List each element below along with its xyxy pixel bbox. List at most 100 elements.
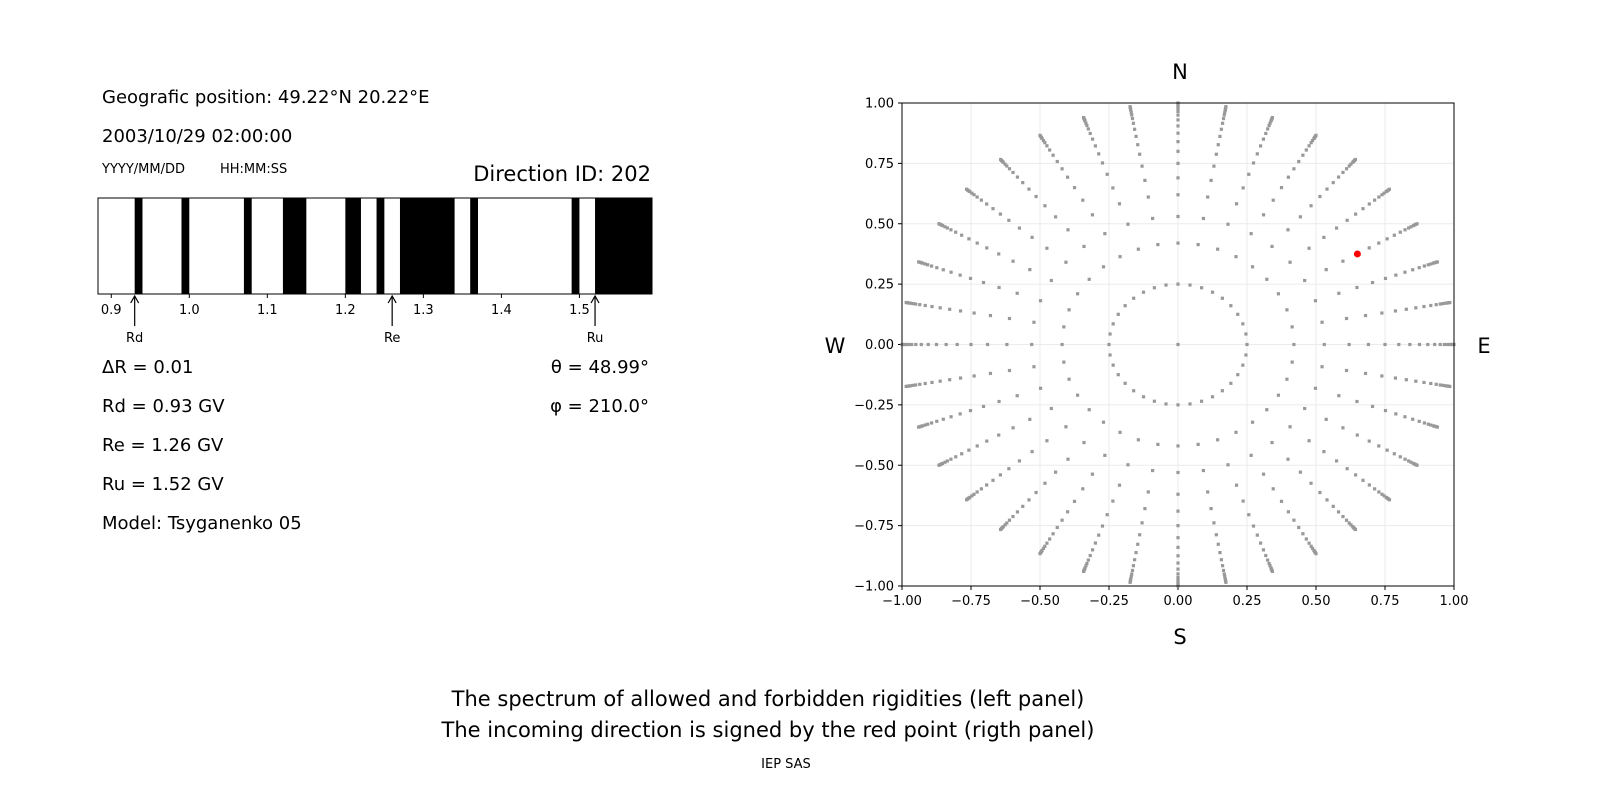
direction-point	[1146, 490, 1150, 494]
direction-point	[958, 309, 963, 313]
direction-point	[1005, 521, 1009, 525]
direction-point	[1129, 111, 1133, 115]
direction-point	[1176, 492, 1180, 496]
direction-point	[1353, 527, 1358, 532]
direction-point	[1264, 553, 1268, 558]
direction-point	[1309, 544, 1313, 548]
direction-point	[1236, 373, 1240, 377]
direction-point	[975, 195, 979, 199]
direction-point	[1210, 395, 1215, 399]
y-tick-label: 0.00	[865, 338, 894, 353]
direction-point	[1377, 490, 1381, 494]
direction-point	[1176, 524, 1180, 528]
direction-point	[1261, 472, 1266, 476]
direction-point	[941, 268, 945, 272]
direction-point	[1117, 483, 1122, 487]
direction-point	[1403, 457, 1407, 461]
direction-point	[1411, 268, 1415, 272]
direction-point	[1334, 226, 1339, 230]
direction-point	[1164, 283, 1168, 287]
direction-point	[1353, 157, 1358, 162]
direction-point	[1268, 121, 1272, 125]
direction-point	[1234, 255, 1238, 259]
direction-point	[1297, 525, 1301, 530]
direction-point	[1176, 342, 1180, 347]
direction-point	[1199, 399, 1204, 403]
direction-point	[1292, 518, 1296, 522]
direction-point	[1136, 143, 1140, 147]
direction-point	[1310, 546, 1315, 551]
direction-point	[997, 285, 1001, 290]
direction-point	[972, 311, 976, 315]
direction-point	[1116, 312, 1120, 316]
direction-point	[1344, 368, 1349, 373]
direction-point	[1285, 308, 1289, 312]
direction-point	[958, 273, 962, 277]
direction-point	[1062, 325, 1066, 329]
direction-point	[949, 270, 953, 274]
direction-point	[1385, 448, 1389, 452]
x-tick-label: 1.0	[179, 303, 200, 318]
direction-point	[1141, 395, 1146, 399]
y-tick-label: −0.50	[854, 459, 894, 474]
direction-point	[1051, 532, 1055, 536]
direction-point	[1234, 430, 1238, 434]
datetime: 2003/10/29 02:00:00	[102, 126, 292, 147]
direction-point	[1303, 406, 1307, 411]
direction-point	[991, 478, 995, 482]
direction-point	[1344, 316, 1349, 321]
direction-point	[1407, 226, 1411, 230]
direction-point	[1226, 463, 1230, 467]
direction-point	[1143, 507, 1147, 511]
direction-point	[910, 342, 914, 347]
direction-point	[1318, 490, 1322, 495]
direction-point	[1347, 164, 1351, 168]
direction-point	[954, 230, 958, 234]
direction-point	[1325, 498, 1329, 502]
date-format-label: YYYY/MM/DD	[101, 162, 185, 177]
direction-point	[1219, 558, 1223, 562]
direction-point	[1255, 533, 1259, 537]
direction-point	[923, 262, 927, 266]
incoming-direction-point	[1353, 250, 1361, 258]
direction-point	[1133, 558, 1137, 562]
direction-point	[1045, 144, 1049, 148]
direction-point	[944, 342, 948, 347]
direction-point	[1422, 264, 1426, 268]
direction-point	[1123, 381, 1127, 385]
direction-point	[1032, 320, 1036, 324]
direction-point	[1445, 342, 1449, 347]
direction-point	[1128, 580, 1132, 584]
direction-point	[904, 384, 908, 389]
direction-point	[1383, 276, 1388, 281]
y-tick-label: 1.00	[865, 97, 894, 112]
direction-point	[1407, 459, 1411, 463]
direction-point	[1380, 492, 1384, 496]
direction-point	[1188, 402, 1192, 406]
direction-point	[1021, 504, 1025, 508]
direction-point	[1043, 204, 1047, 208]
direction-point	[1286, 175, 1290, 179]
direction-point	[1027, 498, 1031, 502]
direction-point	[1322, 342, 1326, 347]
direction-point	[941, 417, 945, 421]
direction-point	[1393, 309, 1398, 313]
direction-point	[938, 379, 942, 383]
direction-point	[1067, 377, 1071, 381]
direction-point	[1241, 322, 1245, 326]
direction-point	[1176, 149, 1180, 153]
direction-point	[1101, 420, 1106, 424]
direction-point	[1143, 178, 1147, 182]
direction-point	[1322, 235, 1326, 239]
direction-point	[1223, 111, 1227, 115]
direction-point	[937, 222, 941, 226]
direction-point	[1244, 332, 1248, 336]
direction-point	[1222, 572, 1226, 576]
direction-point	[970, 191, 974, 195]
direction-point	[1086, 558, 1090, 562]
direction-point	[1007, 218, 1011, 222]
direction-point	[1403, 228, 1407, 232]
direction-point	[1128, 105, 1132, 109]
direction-point	[1429, 303, 1433, 308]
direction-point	[1090, 137, 1095, 141]
